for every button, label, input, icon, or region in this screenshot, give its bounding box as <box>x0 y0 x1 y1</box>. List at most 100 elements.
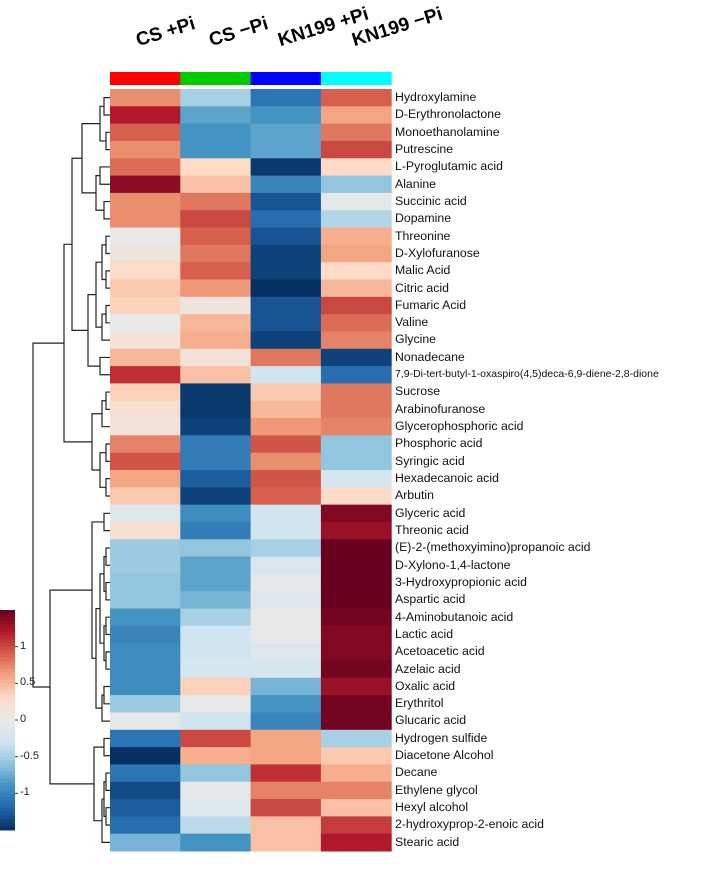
row-label: Malic Acid <box>395 263 451 278</box>
heatmap-cell <box>110 556 181 575</box>
row-label: 4-Aminobutanoic acid <box>395 609 514 624</box>
heatmap-cell <box>250 331 322 350</box>
row-label: Threonic acid <box>395 522 469 537</box>
heatmap-cell <box>320 227 392 246</box>
heatmap-cell <box>110 435 181 454</box>
heatmap-cell <box>320 158 392 177</box>
heatmap-cell <box>320 296 392 315</box>
row-label: (E)-2-(methoxyimino)propanoic acid <box>395 540 591 555</box>
legend-gradient-segment <box>0 819 15 824</box>
heatmap-cell <box>110 123 181 142</box>
heatmap-cell <box>320 89 392 107</box>
heatmap-cell <box>110 331 181 350</box>
legend-gradient-segment <box>0 786 15 791</box>
heatmap-cell <box>110 625 181 644</box>
row-label: Fumaric Acid <box>395 297 467 312</box>
dendrogram-branch <box>105 304 110 324</box>
heatmap-cell <box>180 799 252 817</box>
heatmap-cell <box>180 210 252 229</box>
heatmap-cell <box>250 106 322 125</box>
row-label: L-Pyroglutamic acid <box>395 159 503 174</box>
heatmap-cell <box>110 816 181 835</box>
dendrogram-branch <box>103 97 110 116</box>
heatmap-cell <box>110 539 181 558</box>
heatmap-cell <box>250 833 322 852</box>
heatmap-cell <box>180 712 252 731</box>
row-label: Glycerophosphoric acid <box>395 419 524 434</box>
legend-gradient-segment <box>0 705 15 710</box>
legend-gradient-segment <box>0 683 15 688</box>
heatmap-cell <box>110 677 181 696</box>
heatmap-cell <box>320 383 392 402</box>
heatmap-cell <box>180 487 252 506</box>
heatmap-cell <box>320 747 392 765</box>
heatmap-cell <box>250 504 322 523</box>
legend-gradient-segment <box>0 815 15 820</box>
row-label: Phosphoric acid <box>395 436 483 451</box>
heatmap-cell <box>250 366 322 384</box>
heatmap-cell <box>180 539 252 558</box>
row-label: Decane <box>395 765 438 780</box>
legend-tick-label: 0.5 <box>20 676 36 689</box>
dendrogram-branch <box>105 478 110 497</box>
heatmap-cell <box>180 435 252 454</box>
heatmap-cell <box>180 123 252 142</box>
legend-gradient-segment <box>0 720 15 725</box>
dendrogram-branch <box>105 616 110 636</box>
heatmap-cell <box>250 781 322 800</box>
heatmap-cell <box>250 556 322 575</box>
dendrogram-branch <box>81 123 100 194</box>
row-label: Nonadecane <box>395 349 465 364</box>
dendrogram-branch <box>105 443 110 462</box>
heatmap-cell <box>320 470 392 488</box>
heatmap-cell <box>110 660 181 679</box>
heatmap-cell <box>320 643 392 661</box>
heatmap-cell <box>110 521 181 540</box>
heatmap-cell <box>110 747 181 765</box>
heatmap-cell <box>320 660 392 679</box>
heatmap-cell <box>180 729 252 748</box>
heatmap-cell <box>320 591 392 610</box>
heatmap-cell <box>110 348 181 367</box>
legend-gradient-segment <box>0 789 15 794</box>
heatmap-cell <box>320 106 392 125</box>
heatmap-cell <box>250 539 322 558</box>
heatmap-cell <box>250 210 322 229</box>
heatmap-cell <box>320 435 392 454</box>
heatmap-cell <box>320 521 392 540</box>
dendrogram-branch <box>105 270 110 289</box>
heatmap-cell <box>250 435 322 454</box>
heatmap-cell <box>180 470 252 488</box>
legend-gradient-segment <box>0 621 15 626</box>
row-label: Oxalic acid <box>395 678 456 693</box>
heatmap-cell <box>110 643 181 661</box>
heatmap-cell <box>180 366 252 384</box>
heatmap-cell <box>180 452 252 471</box>
heatmap-cell <box>250 383 322 402</box>
legend-gradient-segment <box>0 793 15 798</box>
legend-gradient-segment <box>0 712 15 717</box>
heatmap-cell <box>180 764 252 783</box>
heatmap-cell <box>250 296 322 315</box>
row-label: Arabinofuranose <box>395 401 486 416</box>
row-label: Monoethanolamine <box>395 124 500 139</box>
heatmap-cell <box>110 799 181 817</box>
heatmap-cell <box>180 106 252 125</box>
heatmap-cell <box>180 383 252 402</box>
legend-tick-label: -0.5 <box>20 749 39 762</box>
row-label: Sucrose <box>395 384 441 399</box>
heatmap-cell <box>250 643 322 661</box>
legend-gradient-segment <box>0 804 15 809</box>
dendrogram-branch <box>105 391 110 410</box>
legend-gradient-segment <box>0 723 15 728</box>
heatmap-cell <box>180 192 252 211</box>
legend-gradient-segment <box>0 734 15 739</box>
dendrogram-branch <box>99 452 106 488</box>
heatmap-cell <box>250 175 322 194</box>
heatmap-cell <box>320 695 392 713</box>
heatmap-cell <box>320 625 392 644</box>
heatmap-cell <box>250 89 322 107</box>
legend-gradient-segment <box>0 808 15 813</box>
row-label: Diacetone Alcohol <box>395 748 494 763</box>
